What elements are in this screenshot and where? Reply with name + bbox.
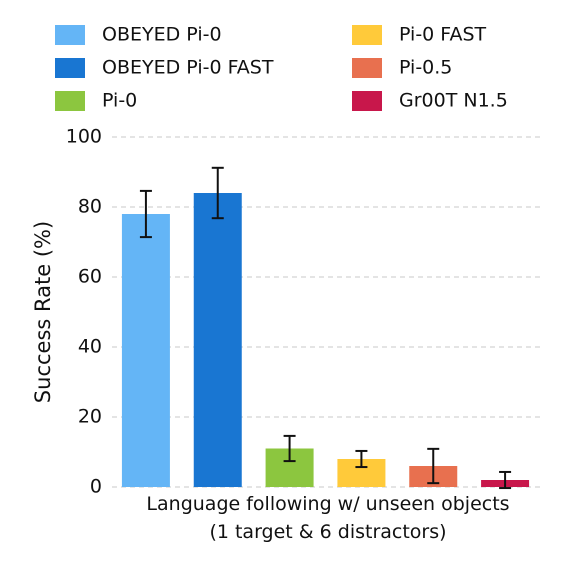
error-bar	[427, 447, 440, 485]
bar	[121, 214, 170, 487]
y-tick-label: 20	[78, 406, 102, 428]
y-tick-label: 40	[78, 336, 102, 358]
error-bar	[355, 449, 368, 469]
legend-swatch	[352, 58, 382, 78]
y-tick-label: 0	[90, 476, 102, 498]
legend-label: OBEYED Pi-0	[102, 24, 222, 46]
error-bar	[283, 434, 296, 463]
legend-swatch	[352, 25, 382, 45]
error-bar	[499, 470, 512, 490]
error-bar	[139, 189, 152, 239]
legend-label: Gr00T N1.5	[399, 90, 508, 112]
legend-swatch	[55, 58, 85, 78]
legend-label: Pi-0.5	[399, 57, 452, 79]
legend-swatch	[55, 91, 85, 111]
y-tick-label: 80	[78, 196, 102, 218]
legend-swatch	[352, 91, 382, 111]
x-tick-label: Language following w/ unseen objects (1 …	[146, 493, 510, 543]
y-tick-label: 100	[66, 126, 102, 148]
legend-label: Pi-0	[102, 90, 137, 112]
bar	[193, 193, 242, 487]
legend-swatch	[55, 25, 85, 45]
legend-label: Pi-0 FAST	[399, 24, 487, 46]
y-axis-label: Success Rate (%)	[31, 221, 55, 403]
y-tick-label: 60	[78, 266, 102, 288]
legend-label: OBEYED Pi-0 FAST	[102, 57, 274, 79]
error-bar	[211, 166, 224, 220]
